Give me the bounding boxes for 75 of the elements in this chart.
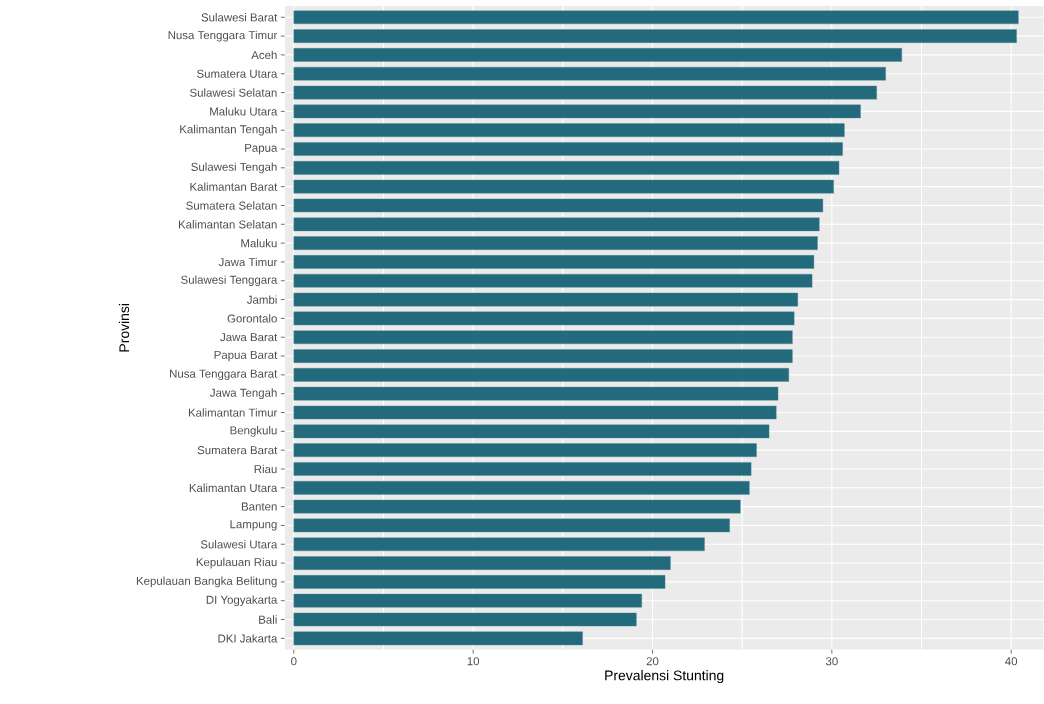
y-tick-label: Sulawesi Barat: [201, 13, 278, 22]
bar: [293, 575, 666, 589]
y-tick-label: Sulawesi Tengah: [191, 162, 277, 174]
y-tick-label: Kepulauan Riau: [196, 557, 277, 569]
y-tick-label: Jawa Timur: [218, 257, 278, 267]
y-tick-label: Banten: [241, 502, 277, 511]
y-tick-label: Kepulauan Bangka Belitung: [136, 576, 277, 588]
bar: [293, 29, 1017, 44]
bar: [293, 500, 741, 514]
bar: [293, 405, 777, 420]
bar: [293, 537, 705, 552]
bar: [293, 594, 642, 608]
bar: [293, 292, 798, 307]
bar: [293, 274, 813, 288]
y-tick-label: Kalimantan Barat: [190, 182, 278, 192]
bar: [293, 85, 877, 100]
bar: [293, 48, 902, 62]
y-tick-label: Sulawesi Tenggara: [181, 275, 278, 287]
y-tick-label: Jambi: [246, 295, 277, 304]
bar: [293, 236, 818, 251]
y-tick-label: Aceh: [251, 50, 277, 60]
bar: [293, 424, 770, 439]
bar: [293, 556, 671, 571]
x-tick-label: 30: [825, 657, 838, 666]
bar: [293, 10, 1019, 25]
y-tick-label: Riau: [254, 464, 277, 474]
bar: [293, 311, 795, 326]
bar: [293, 368, 789, 382]
x-tick-label: 40: [1005, 657, 1018, 666]
bar: [293, 462, 752, 476]
y-tick-label: Lampung: [230, 520, 277, 531]
y-tick-label: Jawa Tengah: [210, 388, 277, 400]
bar: [293, 349, 793, 364]
y-tick-label: Jawa Barat: [220, 333, 278, 342]
y-tick-label: Sumatera Barat: [197, 446, 278, 455]
y-tick-label: Kalimantan Selatan: [178, 220, 277, 229]
y-tick-label: Sumatera Utara: [197, 69, 278, 78]
bar: [293, 330, 793, 345]
x-tick-label: 10: [467, 657, 480, 666]
y-tick-label: DI Yogyakarta: [206, 595, 278, 607]
y-tick-label: Nusa Tenggara Barat: [170, 369, 278, 381]
bar: [293, 518, 730, 533]
x-axis-title: Prevalensi Stunting: [605, 670, 724, 684]
y-tick-label: Papua: [245, 144, 278, 155]
y-tick-label: Sumatera Selatan: [186, 201, 277, 210]
x-tick-label: 20: [646, 657, 659, 666]
y-tick-label: Kalimantan Tengah: [180, 125, 277, 136]
bar: [293, 161, 840, 175]
bar: [293, 612, 637, 627]
y-tick-label: Kalimantan Timur: [188, 408, 278, 417]
y-tick-label: Papua Barat: [214, 351, 278, 362]
bar: [293, 631, 583, 646]
bar: [293, 67, 886, 81]
y-tick-label: Bengkulu: [230, 426, 277, 437]
bar: [293, 180, 834, 194]
y-axis-title: Provinsi: [118, 304, 130, 352]
bar: [293, 443, 757, 458]
bar: [293, 387, 779, 401]
y-tick-label: Kalimantan Utara: [189, 483, 278, 493]
bar: [293, 217, 820, 232]
bar: [293, 142, 843, 156]
y-tick-label: Bali: [259, 615, 277, 624]
bar: [293, 481, 750, 495]
y-tick-label: Gorontalo: [227, 314, 277, 323]
y-tick-label: Nusa Tenggara Timur: [168, 30, 278, 42]
y-tick-label: Sulawesi Selatan: [190, 88, 277, 97]
bar: [293, 198, 824, 213]
x-tick-label: 0: [291, 657, 297, 666]
y-tick-label: DKI Jakarta: [218, 634, 278, 643]
y-tick-label: Maluku: [241, 239, 277, 248]
y-tick-label: Maluku Utara: [210, 107, 278, 116]
bar: [293, 104, 861, 119]
bar: [293, 123, 845, 138]
bar: [293, 255, 815, 269]
y-tick-label: Sulawesi Utara: [200, 540, 278, 549]
